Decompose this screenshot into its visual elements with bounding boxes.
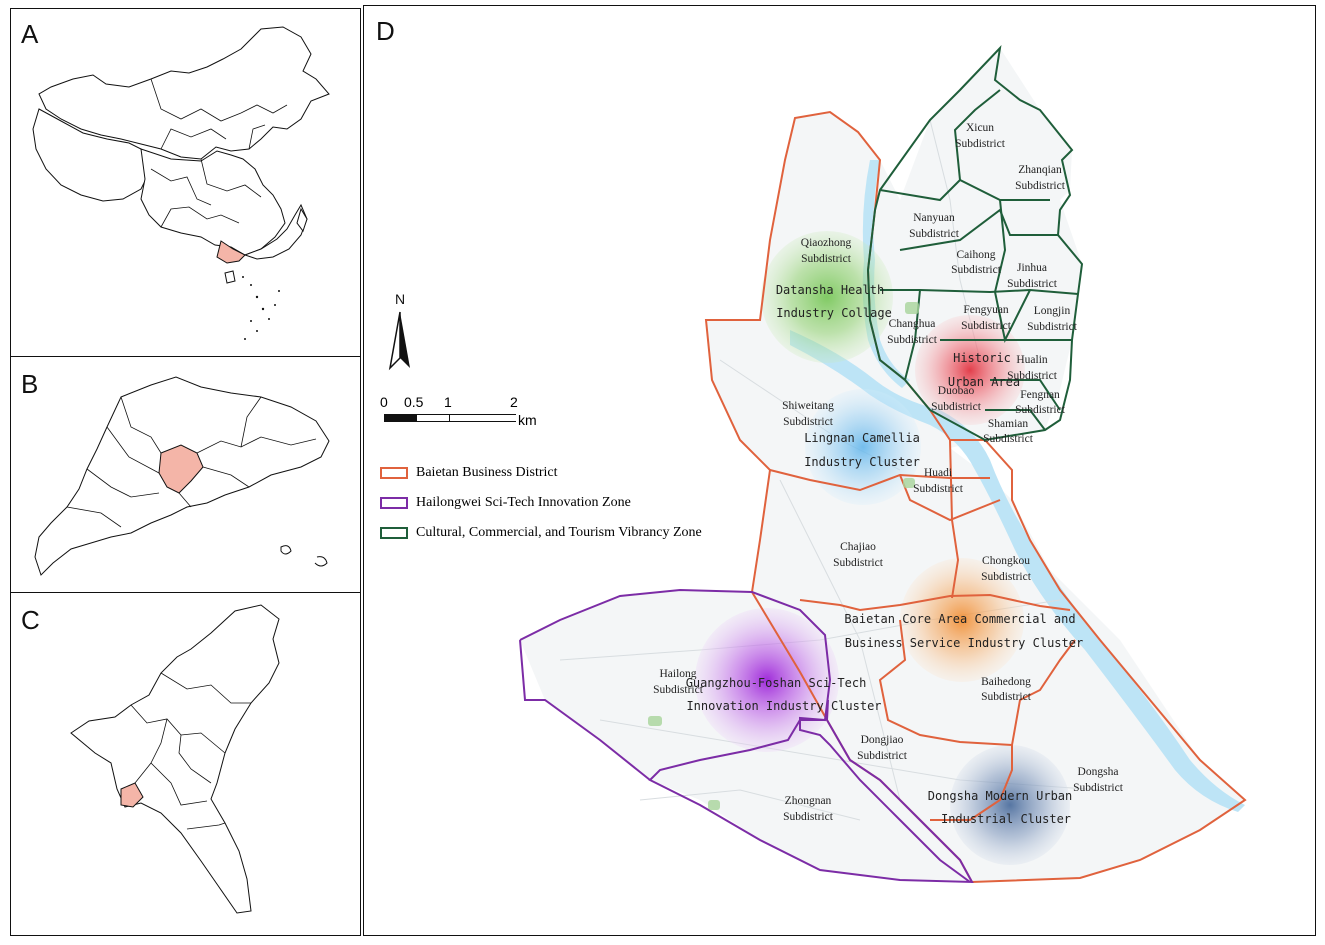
map-legend: Baietan Business District Hailongwei Sci… [380,458,780,548]
china-outline-map [32,26,330,340]
panel-d-letter: D [376,16,395,46]
legend-swatch-vibrancy [380,527,408,539]
legend-item-vibrancy: Cultural, Commercial, and Tourism Vibran… [380,518,780,548]
panel-a-letter: A [21,19,39,49]
north-arrow: N [388,291,410,371]
legend-label-vibrancy: Cultural, Commercial, and Tourism Vibran… [416,525,702,540]
scale-unit: km [518,412,537,428]
scale-tick-2: 2 [510,394,518,410]
panel-b-letter: B [21,369,39,399]
legend-label-baietan: Baietan Business District [416,465,558,480]
guangzhou-outline-map [70,604,280,914]
panel-a-china-map: A [10,8,361,358]
panel-b-guangdong-map: B [10,356,361,594]
legend-label-hailongwei: Hailongwei Sci-Tech Innovation Zone [416,495,631,510]
legend-swatch-baietan [380,467,408,479]
panel-c-guangzhou-map: C [10,592,361,936]
guangdong-outline-map [34,376,330,576]
scale-tick-1: 1 [444,394,452,410]
legend-swatch-hailongwei [380,497,408,509]
scale-tick-0: 0 [380,394,388,410]
legend-item-hailongwei: Hailongwei Sci-Tech Innovation Zone [380,488,780,518]
scale-tick-05: 0.5 [404,394,424,410]
legend-item-baietan: Baietan Business District [380,458,780,488]
north-arrow-label: N [395,291,405,307]
panel-c-letter: C [21,605,40,635]
scale-bar: 0 0.5 1 2 km [376,394,556,434]
scale-bar-graphic [384,414,516,422]
